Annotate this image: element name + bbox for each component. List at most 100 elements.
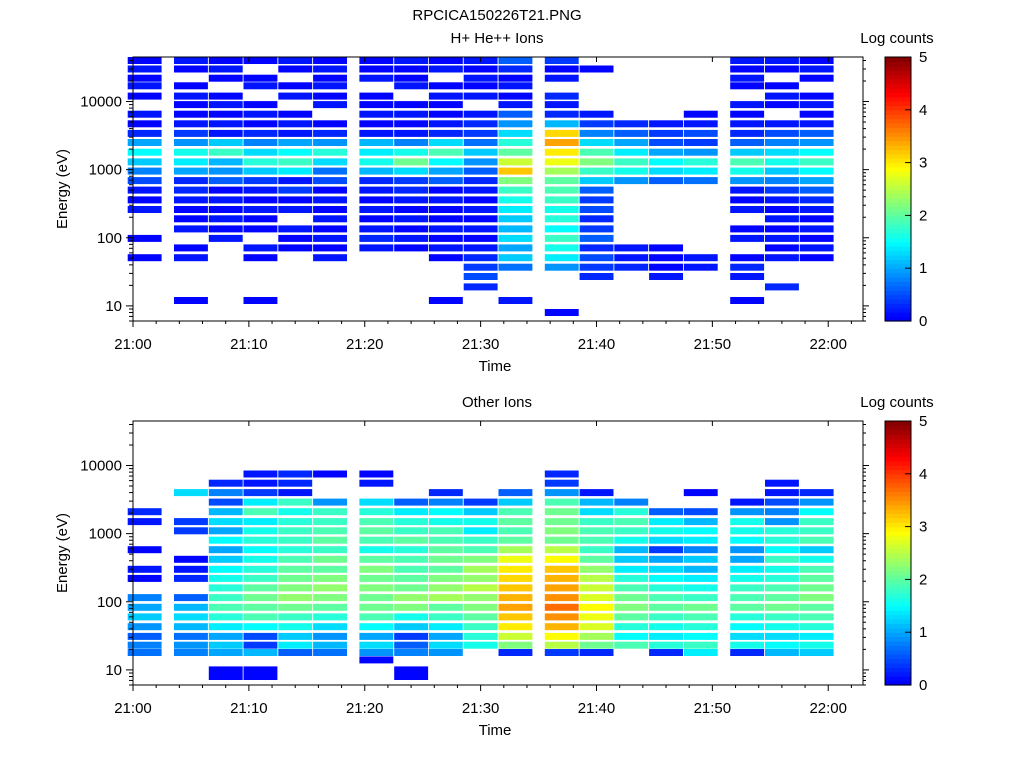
heatmap-cell — [208, 129, 243, 137]
heatmap-cell — [614, 632, 649, 640]
heatmap-cell — [463, 74, 498, 82]
heatmap-cell — [428, 498, 463, 506]
heatmap-cell — [463, 613, 498, 621]
heatmap-cell — [208, 673, 243, 680]
heatmap-cell — [359, 74, 394, 82]
heatmap-cell — [359, 148, 394, 156]
heatmap-cell — [208, 632, 243, 640]
heatmap-cell — [278, 177, 313, 185]
colorbar-segment — [885, 149, 911, 155]
heatmap-cell — [730, 555, 765, 563]
heatmap-cell — [765, 632, 799, 640]
heatmap-cell — [359, 129, 394, 137]
heatmap-cell — [765, 101, 799, 109]
heatmap-cell — [799, 594, 834, 602]
heatmap-cell — [208, 57, 243, 64]
heatmap-cell — [683, 594, 718, 602]
heatmap-cell — [614, 244, 649, 252]
heatmap-cell — [683, 527, 718, 535]
heatmap-cell — [243, 101, 278, 109]
heatmap-cell — [208, 177, 243, 185]
heatmap-cell — [544, 594, 579, 602]
heatmap-cell — [765, 613, 799, 621]
heatmap-cell — [359, 186, 394, 194]
heatmap-cell — [765, 508, 799, 516]
heatmap-cell — [208, 186, 243, 194]
heatmap-cell — [243, 244, 278, 252]
colorbar-segment — [885, 632, 911, 638]
heatmap-cell — [243, 129, 278, 137]
heatmap-cell — [765, 57, 799, 64]
heatmap-cell — [278, 508, 313, 516]
heatmap-cell — [463, 641, 498, 649]
heatmap-cell — [799, 74, 834, 82]
heatmap-cell — [498, 623, 533, 631]
x-tick-label: 21:00 — [114, 700, 152, 717]
heatmap-cell — [579, 565, 614, 573]
heatmap-cell — [394, 623, 429, 631]
heatmap-cell — [428, 129, 463, 137]
heatmap-cell — [394, 673, 429, 680]
heatmap-cell — [498, 632, 533, 640]
heatmap-cell — [498, 158, 533, 166]
heatmap-cell — [313, 225, 347, 233]
heatmap-cell — [765, 186, 799, 194]
heatmap-cell — [243, 489, 278, 497]
heatmap-cell — [394, 196, 429, 204]
heatmap-cell — [579, 244, 614, 252]
heatmap-cell — [498, 177, 533, 185]
heatmap-cell — [127, 110, 162, 118]
heatmap-cell — [544, 65, 579, 73]
bottom-x-axis-label: Time — [479, 722, 512, 739]
heatmap-cell — [579, 65, 614, 73]
heatmap-cell — [278, 479, 313, 487]
heatmap-cell — [208, 508, 243, 516]
heatmap-cell — [278, 129, 313, 137]
heatmap-cell — [544, 148, 579, 156]
colorbar-segment — [885, 619, 911, 624]
heatmap-cell — [614, 527, 649, 535]
heatmap-cell — [278, 546, 313, 554]
heatmap-cell — [174, 57, 208, 64]
heatmap-cell — [683, 177, 718, 185]
heatmap-cell — [174, 649, 208, 656]
heatmap-cell — [174, 120, 208, 128]
heatmap-cell — [730, 129, 765, 137]
heatmap-cell — [683, 536, 718, 544]
heatmap-cell — [394, 206, 429, 213]
heatmap-cell — [765, 139, 799, 146]
heatmap-cell — [614, 498, 649, 506]
heatmap-cell — [649, 148, 683, 156]
colorbar-segment — [885, 171, 911, 177]
heatmap-cell — [127, 632, 162, 640]
heatmap-cell — [428, 254, 463, 262]
heatmap-cell — [614, 518, 649, 526]
heatmap-cell — [243, 623, 278, 631]
heatmap-cell — [544, 254, 579, 262]
heatmap-cell — [544, 641, 579, 649]
colorbar-segment — [885, 294, 911, 300]
heatmap-cell — [243, 527, 278, 535]
colorbar-segment — [885, 579, 911, 585]
top-panel-title: H+ He++ Ions — [451, 30, 544, 47]
heatmap-cell — [649, 167, 683, 175]
colorbar-segment — [885, 610, 911, 616]
heatmap-cell — [579, 206, 614, 213]
heatmap-cell — [765, 283, 799, 291]
heatmap-cell — [614, 177, 649, 185]
heatmap-cell — [313, 92, 347, 100]
heatmap-cell — [765, 565, 799, 573]
heatmap-cell — [498, 565, 533, 573]
heatmap-cell — [498, 649, 533, 656]
heatmap-cell — [278, 518, 313, 526]
heatmap-cell — [544, 527, 579, 535]
heatmap-cell — [544, 177, 579, 185]
heatmap-cell — [394, 565, 429, 573]
heatmap-cell — [278, 234, 313, 242]
colorbar-segment — [885, 447, 911, 453]
colorbar-segment — [885, 290, 911, 296]
heatmap-cell — [799, 555, 834, 563]
heatmap-cell — [208, 101, 243, 109]
heatmap-cell — [278, 158, 313, 166]
heatmap-cell — [278, 594, 313, 602]
